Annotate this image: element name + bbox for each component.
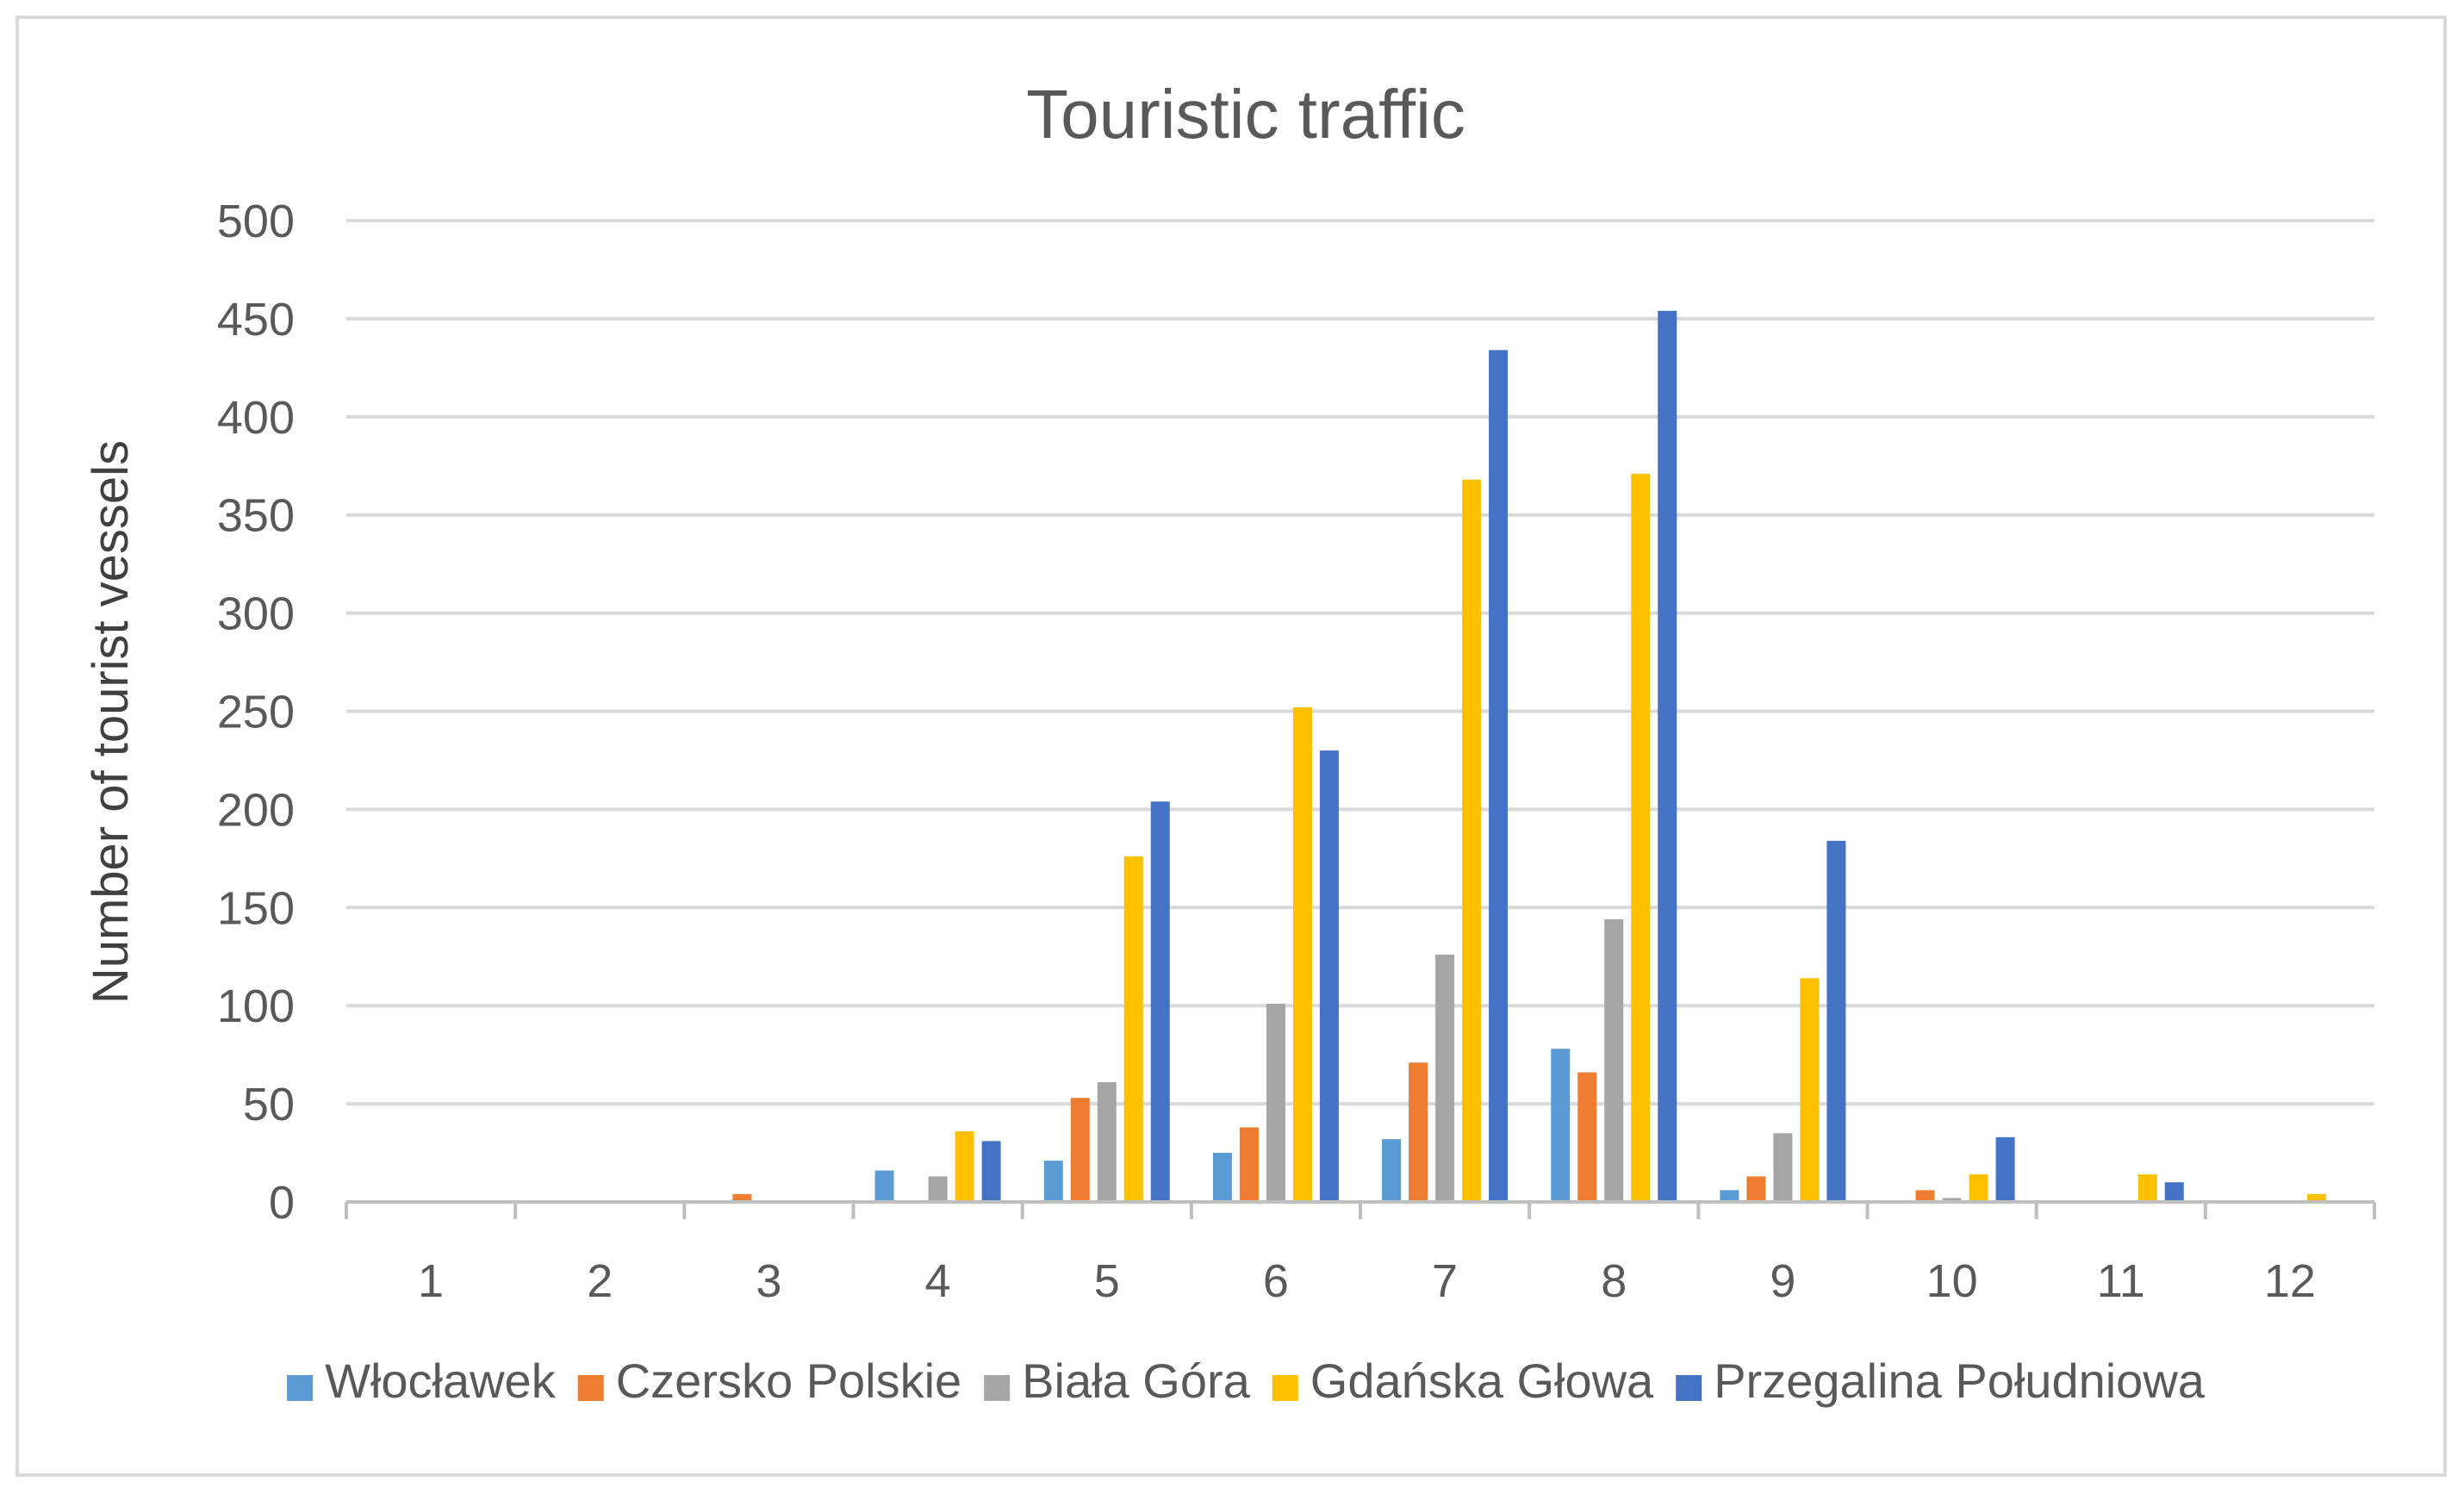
bar — [2137, 1174, 2157, 1202]
legend-label: Biała Góra — [1022, 1354, 1250, 1408]
bar — [1409, 1062, 1428, 1202]
legend-label: Gdańska Głowa — [1310, 1354, 1654, 1408]
legend-swatch — [287, 1375, 314, 1401]
bar — [1551, 1049, 1571, 1202]
bar — [2306, 1193, 2326, 1202]
x-tick-label: 3 — [756, 1255, 781, 1307]
legend-label: Czersko Polskie — [616, 1354, 961, 1408]
bar — [1577, 1072, 1597, 1202]
legend-swatch — [1272, 1375, 1298, 1401]
legend-label: Przegalina Południowa — [1714, 1354, 2206, 1408]
bar — [1604, 918, 1624, 1202]
bar — [1720, 1190, 1739, 1202]
x-tick-label: 12 — [2264, 1255, 2316, 1307]
chart-frame: Touristic traffic Number of tourist vess… — [16, 16, 2447, 1477]
bar — [1969, 1174, 1988, 1202]
x-tick-label: 6 — [1263, 1255, 1289, 1307]
bar — [1212, 1153, 1232, 1202]
bar — [1746, 1176, 1766, 1202]
legend-swatch — [984, 1375, 1011, 1401]
legend-item: Czersko Polskie — [577, 1354, 961, 1408]
x-tick-label: 4 — [925, 1255, 951, 1307]
x-tick-label: 10 — [1926, 1255, 1978, 1307]
legend: Włocławek Czersko Polskie Biała Góra Gdańsk… — [287, 1354, 2206, 1408]
bar — [1266, 1003, 1285, 1202]
y-tick-label: 150 — [217, 882, 295, 934]
bar — [1239, 1127, 1259, 1202]
bar — [1070, 1098, 1090, 1202]
x-tick-label: 5 — [1094, 1255, 1120, 1307]
bar — [1915, 1190, 1935, 1202]
chart-title: Touristic traffic — [1026, 76, 1465, 153]
bar — [1631, 473, 1651, 1202]
bar — [2164, 1182, 2184, 1202]
bar — [955, 1130, 974, 1202]
bar — [732, 1193, 752, 1202]
legend-label: Włocławek — [325, 1354, 557, 1408]
x-tick-label: 7 — [1432, 1255, 1458, 1307]
y-tick-label: 450 — [217, 294, 295, 345]
bar — [1489, 350, 1509, 1202]
bar — [928, 1176, 948, 1202]
x-axis — [345, 1200, 2376, 1219]
legend-item: Przegalina Południowa — [1676, 1354, 2206, 1408]
legend-item: Włocławek — [287, 1354, 557, 1408]
y-tick-label: 100 — [217, 980, 295, 1032]
bar — [1319, 750, 1339, 1202]
bar — [1150, 801, 1170, 1202]
x-tick-label: 9 — [1770, 1255, 1795, 1307]
bar — [874, 1170, 894, 1202]
y-tick-label: 50 — [243, 1079, 295, 1130]
bar — [1462, 479, 1482, 1202]
bar — [1043, 1161, 1063, 1202]
y-tick-label: 500 — [217, 196, 295, 247]
legend-item: Biała Góra — [984, 1354, 1251, 1408]
x-tick-label: 11 — [2097, 1255, 2145, 1307]
y-tick-label: 400 — [217, 392, 295, 444]
x-tick-label: 2 — [587, 1255, 613, 1307]
bar — [1435, 954, 1455, 1202]
y-tick-label: 350 — [217, 490, 295, 542]
x-tick-labels: 1 2 3 4 5 6 7 8 9 10 11 12 — [418, 1255, 2316, 1307]
bar — [1942, 1198, 1962, 1202]
y-tick-labels: 0 50 100 150 200 250 300 350 400 450 500 — [217, 196, 295, 1229]
bar — [1123, 856, 1143, 1202]
y-tick-label: 200 — [217, 784, 295, 836]
x-tick-label: 1 — [418, 1255, 444, 1307]
bar — [1995, 1136, 2015, 1202]
y-tick-label: 0 — [269, 1177, 295, 1229]
bar — [1292, 707, 1312, 1202]
gridlines — [346, 219, 2374, 1106]
legend-item: Gdańska Głowa — [1272, 1354, 1654, 1408]
bar — [1097, 1082, 1117, 1202]
bar — [1658, 310, 1677, 1203]
x-tick-label: 8 — [1601, 1255, 1627, 1307]
bar — [981, 1141, 1001, 1202]
bars — [732, 310, 2326, 1203]
y-tick-label: 300 — [217, 588, 295, 640]
bar — [1773, 1133, 1793, 1202]
bar — [1826, 840, 1846, 1202]
y-axis-label: Number of tourist vessels — [83, 440, 139, 1004]
bar — [1800, 978, 1820, 1202]
bar — [1382, 1139, 1402, 1202]
y-tick-label: 250 — [217, 687, 295, 738]
legend-swatch — [1676, 1375, 1702, 1401]
legend-swatch — [577, 1375, 604, 1401]
